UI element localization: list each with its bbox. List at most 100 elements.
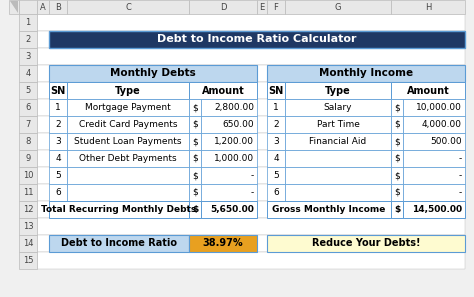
Bar xyxy=(37,235,465,252)
Bar xyxy=(37,99,465,116)
Bar xyxy=(19,150,37,167)
Bar xyxy=(391,0,465,14)
Text: Monthly Income: Monthly Income xyxy=(319,69,413,78)
Text: 6: 6 xyxy=(25,103,31,112)
Bar xyxy=(201,150,257,167)
Bar xyxy=(285,82,391,99)
Bar xyxy=(19,82,37,99)
Text: 1: 1 xyxy=(55,103,61,112)
Text: D: D xyxy=(220,2,226,12)
Bar xyxy=(267,0,285,14)
Bar xyxy=(49,116,67,133)
Bar xyxy=(267,116,285,133)
Bar xyxy=(49,31,465,48)
Bar xyxy=(37,82,465,99)
Bar xyxy=(37,184,465,201)
Bar xyxy=(37,31,465,48)
Bar xyxy=(49,82,67,99)
Text: Mortgage Payment: Mortgage Payment xyxy=(85,103,171,112)
Text: 1: 1 xyxy=(273,103,279,112)
Bar xyxy=(189,133,201,150)
Text: Monthly Debts: Monthly Debts xyxy=(110,69,196,78)
Bar xyxy=(285,116,391,133)
Text: $: $ xyxy=(394,103,400,112)
Text: H: H xyxy=(425,2,431,12)
Text: 10: 10 xyxy=(23,171,33,180)
Bar xyxy=(37,150,465,167)
Text: -: - xyxy=(251,171,254,180)
Text: Credit Card Payments: Credit Card Payments xyxy=(79,120,177,129)
Text: 1,000.00: 1,000.00 xyxy=(214,154,254,163)
Text: A: A xyxy=(40,2,46,12)
Text: Student Loan Payments: Student Loan Payments xyxy=(74,137,182,146)
Bar xyxy=(285,133,391,150)
Bar xyxy=(67,82,189,99)
Bar xyxy=(19,201,37,218)
Bar xyxy=(403,184,465,201)
Text: $: $ xyxy=(192,205,198,214)
Bar xyxy=(391,133,403,150)
Text: F: F xyxy=(273,2,278,12)
Bar xyxy=(189,99,201,116)
Text: 1,200.00: 1,200.00 xyxy=(214,137,254,146)
Text: Other Debt Payments: Other Debt Payments xyxy=(79,154,177,163)
Bar xyxy=(189,0,257,14)
Text: SN: SN xyxy=(50,86,65,96)
Bar xyxy=(67,116,189,133)
Text: B: B xyxy=(55,2,61,12)
Bar xyxy=(9,0,19,14)
Text: Type: Type xyxy=(325,86,351,96)
Bar xyxy=(67,150,189,167)
Bar xyxy=(201,133,257,150)
Text: 12: 12 xyxy=(23,205,33,214)
Bar xyxy=(201,116,257,133)
Text: Gross Monthly Income: Gross Monthly Income xyxy=(272,205,386,214)
Bar xyxy=(267,150,285,167)
Bar xyxy=(19,167,37,184)
Text: Salary: Salary xyxy=(324,103,352,112)
Text: 1: 1 xyxy=(26,18,31,27)
Text: 3: 3 xyxy=(25,52,31,61)
Text: Debt to Income Ratio: Debt to Income Ratio xyxy=(61,238,177,249)
Bar xyxy=(37,201,465,218)
Bar xyxy=(403,99,465,116)
Bar xyxy=(37,14,465,31)
Bar xyxy=(19,99,37,116)
Bar xyxy=(37,218,465,235)
Text: 7: 7 xyxy=(25,120,31,129)
Text: 2: 2 xyxy=(273,120,279,129)
Text: -: - xyxy=(251,188,254,197)
Bar xyxy=(19,14,37,31)
Bar xyxy=(19,133,37,150)
Bar xyxy=(49,0,67,14)
Bar xyxy=(403,150,465,167)
Bar xyxy=(37,48,465,65)
Text: 3: 3 xyxy=(55,137,61,146)
Bar xyxy=(37,133,465,150)
Bar xyxy=(19,65,37,82)
Bar xyxy=(49,167,67,184)
Bar xyxy=(391,82,465,99)
Bar xyxy=(267,167,285,184)
Bar xyxy=(391,201,403,218)
Bar xyxy=(49,184,67,201)
Bar xyxy=(19,235,37,252)
Bar xyxy=(267,235,465,252)
Text: -: - xyxy=(459,188,462,197)
Bar xyxy=(267,201,391,218)
Bar xyxy=(49,201,189,218)
Text: 5,650.00: 5,650.00 xyxy=(210,205,254,214)
Text: 3: 3 xyxy=(273,137,279,146)
Text: 14: 14 xyxy=(23,239,33,248)
Text: $: $ xyxy=(394,188,400,197)
Text: $: $ xyxy=(192,171,198,180)
Bar xyxy=(391,167,403,184)
Bar xyxy=(403,116,465,133)
Text: 15: 15 xyxy=(23,256,33,265)
Bar xyxy=(37,167,465,184)
Text: Part Time: Part Time xyxy=(317,120,359,129)
Bar xyxy=(267,99,285,116)
Bar xyxy=(49,65,257,82)
Bar xyxy=(19,116,37,133)
Text: -: - xyxy=(459,171,462,180)
